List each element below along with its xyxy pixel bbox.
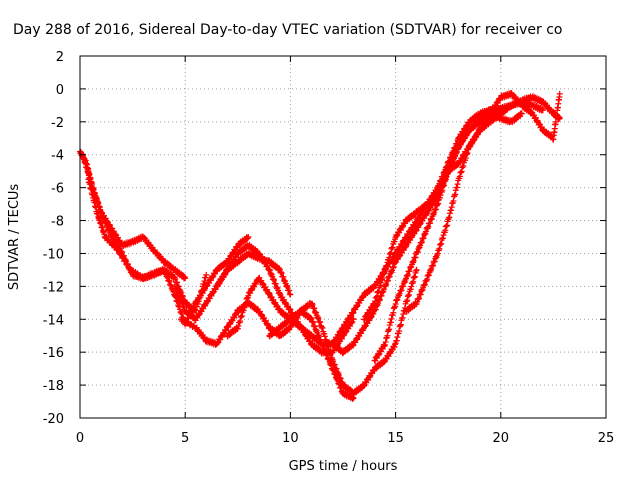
chart-title: Day 288 of 2016, Sidereal Day-to-day VTE… — [13, 22, 562, 38]
y-tick-label: -2 — [51, 116, 64, 131]
series-points — [77, 148, 210, 314]
x-axis-ticks: 0 5 10 15 20 25 — [76, 56, 614, 446]
y-tick-label: -20 — [43, 412, 64, 427]
plot-frame — [79, 55, 607, 419]
data-point — [556, 115, 563, 122]
data-point — [122, 258, 129, 265]
series-points — [81, 156, 189, 282]
data-point — [119, 254, 126, 261]
y-tick-label: -14 — [43, 313, 64, 328]
y-tick-label: -6 — [51, 182, 64, 197]
y-axis-ticks: -20-18-16-14-12-10-8-6-4-202 — [43, 50, 606, 427]
data-point — [115, 246, 122, 253]
y-axis-label: SDTVAR / TECUs — [7, 184, 22, 291]
x-tick-label: 15 — [387, 431, 404, 446]
data-point — [182, 275, 189, 282]
data-point — [539, 107, 546, 114]
x-tick-label: 25 — [598, 431, 615, 446]
y-tick-label: -18 — [43, 379, 64, 394]
x-tick-label: 10 — [282, 431, 299, 446]
x-tick-label: 5 — [181, 431, 189, 446]
data-points — [77, 89, 563, 402]
x-tick-label: 20 — [493, 431, 510, 446]
y-tick-label: 0 — [56, 83, 64, 98]
y-tick-label: -10 — [43, 247, 64, 262]
data-point — [287, 291, 294, 298]
series-points — [403, 89, 563, 315]
data-point — [413, 266, 420, 273]
data-point — [245, 234, 252, 240]
y-tick-label: 2 — [56, 50, 64, 65]
series-points — [224, 266, 420, 398]
x-tick-label: 0 — [76, 431, 84, 446]
x-axis-label: GPS time / hours — [289, 459, 398, 474]
series-points — [85, 176, 252, 328]
y-tick-label: -8 — [51, 215, 64, 230]
data-point — [203, 271, 210, 278]
data-point — [518, 110, 525, 117]
series-points — [213, 249, 294, 298]
y-tick-label: -4 — [51, 149, 64, 164]
y-tick-label: -12 — [43, 280, 64, 295]
data-point — [556, 90, 563, 97]
y-tick-label: -16 — [43, 346, 64, 361]
